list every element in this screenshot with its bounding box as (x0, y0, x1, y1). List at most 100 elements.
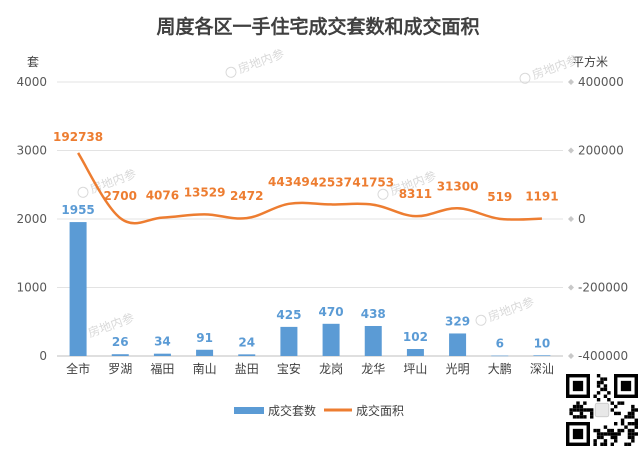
qr-module (631, 422, 635, 426)
category-label: 宝安 (277, 361, 301, 376)
qr-module (600, 435, 604, 440)
bar (491, 355, 509, 357)
qr-module (600, 387, 604, 392)
right-tick-marker (568, 79, 574, 85)
qr-module (631, 435, 635, 440)
watermark-text: 房地内参 (236, 46, 286, 77)
qr-module (590, 411, 594, 416)
qr-module (579, 415, 584, 419)
bar-data-label: 102 (403, 330, 428, 344)
qr-center-logo (594, 402, 610, 418)
bar-data-label: 26 (112, 335, 129, 349)
line-data-label: 41753 (352, 176, 394, 190)
watermark-icon (225, 66, 237, 78)
qr-module (620, 401, 625, 405)
right-tick-label: 200000 (578, 144, 624, 158)
qr-module (596, 432, 601, 436)
qr-module (600, 442, 604, 446)
bar-data-label: 34 (154, 335, 171, 349)
qr-module (593, 442, 597, 446)
category-label: 深汕 (530, 362, 554, 376)
bar-data-label: 10 (534, 336, 551, 350)
qr-module (603, 442, 608, 446)
qr-module (593, 428, 597, 433)
qr-module (614, 439, 618, 443)
qr-module (627, 428, 632, 433)
qr-module (614, 404, 618, 409)
bar (196, 349, 214, 356)
bar (364, 325, 382, 356)
left-tick-label: 4000 (16, 75, 47, 89)
right-tick-label: -400000 (578, 349, 628, 363)
qr-module (634, 425, 638, 429)
category-label: 龙岗 (319, 362, 343, 376)
qr-module (572, 415, 577, 419)
qr-module (583, 401, 587, 405)
qr-module (614, 435, 618, 440)
bar-data-label: 91 (196, 331, 213, 345)
qr-module (617, 428, 621, 433)
bar (449, 333, 467, 356)
qr-module (576, 401, 580, 405)
qr-module (614, 411, 618, 416)
qr-module (603, 439, 608, 443)
qr-module (617, 401, 621, 405)
bar (153, 353, 171, 356)
watermark-text: 房地内参 (530, 52, 580, 83)
qr-module (627, 411, 632, 416)
category-label: 盐田 (235, 362, 259, 376)
watermark-text: 房地内参 (486, 294, 536, 325)
qr-module (607, 428, 611, 433)
line-data-label: 4076 (146, 189, 179, 203)
qr-module (603, 377, 608, 381)
bar-data-label: 6 (496, 337, 504, 351)
qr-module (603, 425, 608, 429)
left-tick-label: 1000 (16, 281, 47, 295)
bar (238, 354, 256, 356)
watermark-icon (475, 314, 487, 326)
qr-module (610, 432, 614, 436)
qr-module (596, 435, 601, 440)
qr-module (607, 432, 611, 436)
qr-module (579, 404, 584, 409)
bar (406, 349, 424, 356)
qr-module (634, 422, 638, 426)
bar-data-label: 329 (445, 314, 470, 328)
qr-module (631, 439, 635, 443)
category-label: 大鹏 (488, 362, 512, 376)
left-tick-label: 0 (39, 349, 47, 363)
qr-module (596, 380, 601, 385)
qr-finder-core (620, 380, 632, 392)
right-tick-marker (568, 284, 574, 291)
watermark: 房地内参 (225, 46, 286, 78)
qr-module (627, 435, 632, 440)
bar (533, 355, 551, 356)
qr-module (603, 394, 608, 398)
qr-module (579, 411, 584, 416)
qr-module (631, 408, 635, 412)
left-tick-label: 2000 (16, 212, 47, 226)
category-label: 福田 (150, 361, 174, 376)
qr-module (607, 398, 611, 402)
watermark: 房地内参 (475, 294, 536, 326)
line-data-label: 2472 (230, 189, 263, 203)
qr-module (596, 374, 601, 378)
line-data-label: 192738 (53, 130, 103, 144)
right-tick-label: 0 (578, 212, 586, 226)
bar-data-label: 1955 (61, 203, 94, 217)
bar-data-label: 425 (276, 308, 301, 322)
right-tick-label: -200000 (578, 281, 628, 295)
chart-title: 周度各区一手住宅成交套数和成交面积 (156, 15, 479, 38)
qr-module (624, 425, 628, 429)
bar (111, 354, 129, 356)
qr-module (627, 442, 632, 446)
qr-module (620, 428, 625, 433)
watermark-icon (519, 72, 531, 84)
line-data-label: 31300 (437, 179, 479, 193)
qr-module (596, 398, 601, 402)
qr-module (590, 415, 594, 419)
area-line (77, 152, 542, 225)
bar-data-label: 24 (238, 335, 255, 349)
qr-module (603, 387, 608, 392)
